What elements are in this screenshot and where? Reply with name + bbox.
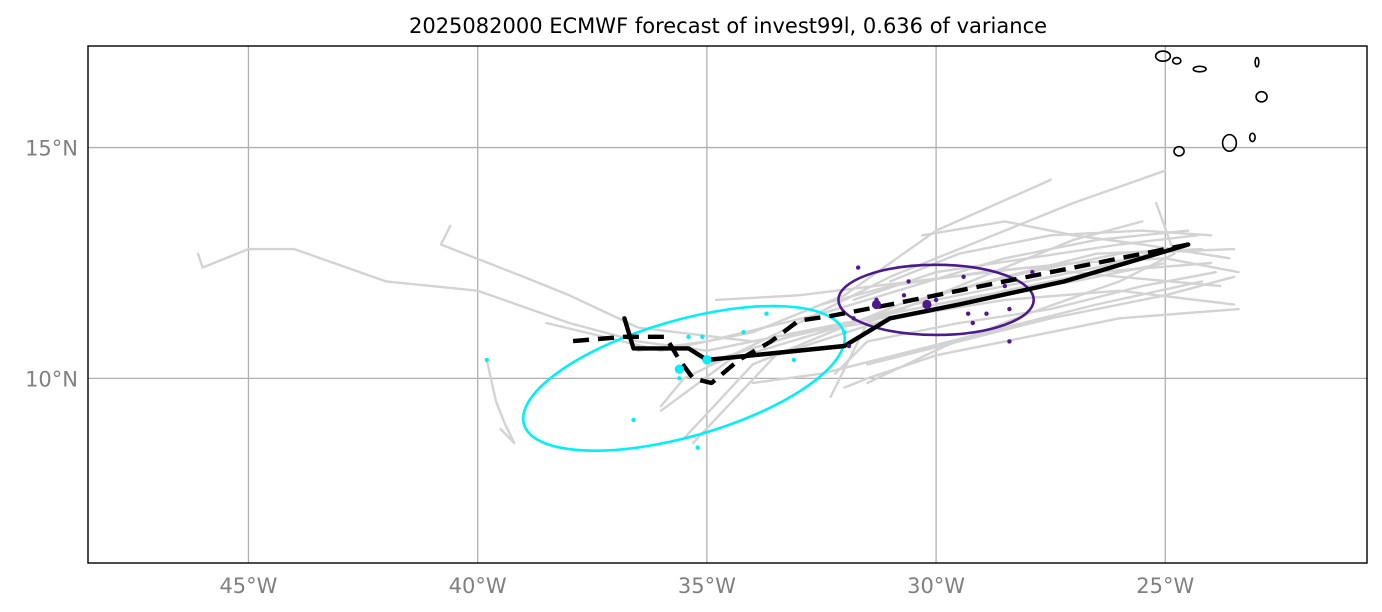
ensemble-track	[485, 358, 516, 445]
cluster-point-early	[686, 334, 691, 340]
ensemble-track	[682, 247, 1204, 440]
cluster-point-early	[700, 334, 705, 340]
ensemble-track	[866, 201, 1176, 385]
cluster-point-late	[984, 311, 989, 316]
cluster-point-early	[484, 357, 490, 363]
cluster-point-late	[1030, 269, 1035, 275]
ensemble-tracks	[196, 169, 1240, 445]
cluster-point-late	[855, 265, 861, 270]
cluster-ellipse-late	[837, 263, 1036, 337]
ensemble-track	[545, 178, 1052, 352]
cluster-point-late	[961, 274, 966, 280]
plot-area	[196, 50, 1268, 452]
tick-label-lon: 35°W	[678, 574, 736, 598]
ensemble-track	[834, 271, 1217, 375]
map-frame	[87, 45, 1368, 564]
tick-label-lon: 45°W	[219, 574, 277, 598]
ensemble-track	[866, 275, 1236, 366]
cluster-point-early	[764, 311, 769, 316]
cluster-mean-point-late	[871, 299, 882, 310]
cluster-point-early	[741, 329, 746, 335]
coastlines	[1154, 50, 1268, 157]
cluster-point-late	[851, 316, 856, 321]
ensemble-track	[636, 229, 1190, 352]
ensemble-track	[659, 169, 1167, 408]
axis-tick-labels: 45°W 40°W 35°W 30°W 25°W 10°N 15°N	[25, 137, 1194, 598]
cluster-point-late	[933, 297, 939, 303]
cluster-point-late	[1002, 283, 1008, 289]
island-outline	[1154, 50, 1172, 63]
cluster-point-early	[695, 445, 700, 450]
ensemble-track	[439, 224, 1213, 343]
ensemble-track	[691, 289, 1236, 445]
island-outline	[1255, 90, 1268, 103]
island-outline	[1173, 145, 1185, 157]
island-outline	[1254, 56, 1260, 68]
cluster-center-early	[702, 355, 712, 365]
ensemble-track	[843, 307, 1240, 389]
cluster-points	[484, 265, 1035, 450]
island-outline	[1248, 132, 1256, 143]
cluster-point-late	[901, 293, 907, 298]
cluster-point-late	[846, 343, 852, 349]
mean-tracks	[569, 242, 1191, 386]
tick-label-lon: 30°W	[907, 574, 965, 598]
tick-label-lat: 10°N	[25, 367, 78, 391]
chart-title: 2025082000 ECMWF forecast of invest99l, …	[409, 14, 1047, 38]
cluster-point-early	[631, 417, 636, 423]
ensemble-track	[751, 280, 1204, 385]
cluster-point-early	[842, 329, 847, 335]
island-outline	[1171, 56, 1182, 65]
cluster-point-late	[906, 279, 911, 284]
mean-track-dashed	[569, 242, 1189, 386]
cluster-point-late	[965, 311, 971, 316]
cluster-point-late	[970, 320, 975, 326]
cluster-mean-point-early	[674, 364, 684, 374]
gridlines	[88, 46, 1367, 563]
tick-label-lat: 15°N	[25, 137, 78, 161]
cluster-point-early	[791, 357, 797, 363]
ensemble-track	[714, 266, 1222, 302]
cluster-center-late	[922, 299, 932, 310]
cluster-point-early	[677, 376, 682, 381]
island-outline	[1192, 65, 1207, 73]
ensemble-track	[705, 261, 1167, 366]
cluster-point-late	[1007, 306, 1012, 312]
island-outline	[1221, 133, 1238, 153]
tick-label-lon: 40°W	[449, 574, 507, 598]
cluster-point-late	[1007, 339, 1012, 344]
tick-label-lon: 25°W	[1136, 574, 1194, 598]
mean-track-solid	[622, 242, 1191, 363]
